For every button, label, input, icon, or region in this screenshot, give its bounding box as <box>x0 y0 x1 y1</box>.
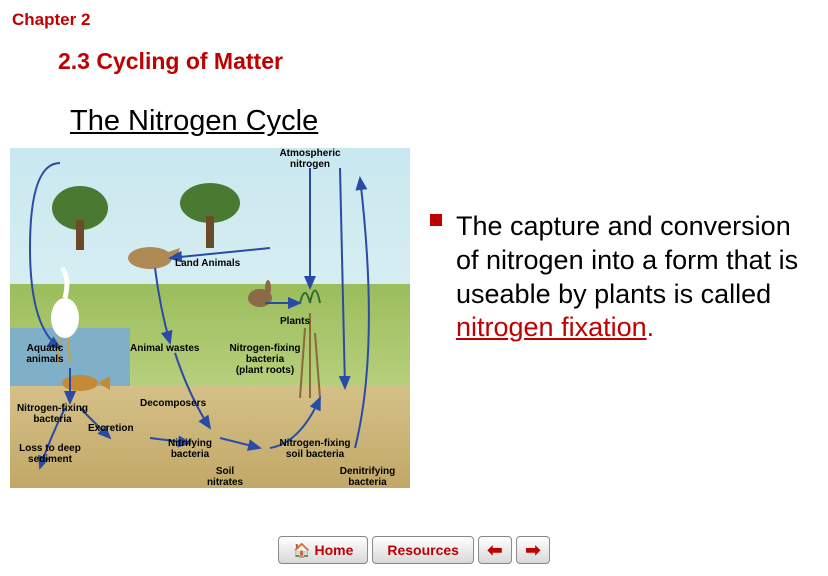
home-icon: 🏠 <box>293 542 310 559</box>
label-denitrifying: Denitrifyingbacteria <box>330 466 405 488</box>
nav-bar: 🏠 Home Resources ⬅ ➡ <box>278 536 550 564</box>
label-nfix-bacteria: Nitrogen-fixingbacteria <box>10 403 95 425</box>
diagram-svg <box>10 148 410 488</box>
chapter-label: Chapter 2 <box>12 10 90 30</box>
label-soil-nitrates: Soilnitrates <box>200 466 250 488</box>
label-land-animals: Land Animals <box>175 258 240 269</box>
home-label: Home <box>314 542 353 558</box>
home-button[interactable]: 🏠 Home <box>278 536 368 564</box>
label-decomposers: Decomposers <box>140 398 206 409</box>
label-animal-wastes: Animal wastes <box>130 343 199 354</box>
bullet-post: . <box>647 312 655 342</box>
label-nfix-soil: Nitrogen-fixingsoil bacteria <box>270 438 360 460</box>
label-nfix-roots: Nitrogen-fixingbacteria(plant roots) <box>220 343 310 376</box>
next-button[interactable]: ➡ <box>516 536 550 564</box>
label-excretion: Excretion <box>88 423 134 434</box>
bullet-term: nitrogen fixation <box>456 312 647 342</box>
label-nitrifying: Nitrifyingbacteria <box>160 438 220 460</box>
bullet-block: The capture and conversion of nitrogen i… <box>430 210 810 345</box>
prev-button[interactable]: ⬅ <box>478 536 512 564</box>
section-label: 2.3 Cycling of Matter <box>58 48 283 75</box>
bullet-pre: The capture and conversion of nitrogen i… <box>456 211 798 309</box>
bullet-square-icon <box>430 214 442 226</box>
resources-button[interactable]: Resources <box>372 536 474 564</box>
bullet-text: The capture and conversion of nitrogen i… <box>456 210 810 345</box>
nitrogen-cycle-diagram: Atmosphericnitrogen Land Animals Aquatic… <box>10 148 410 488</box>
label-loss: Loss to deepsediment <box>10 443 90 465</box>
slide-title: The Nitrogen Cycle <box>70 105 318 138</box>
label-plants: Plants <box>280 316 310 327</box>
label-aquatic-animals: Aquaticanimals <box>15 343 75 365</box>
label-atmospheric-nitrogen: Atmosphericnitrogen <box>265 148 355 170</box>
arrow-left-icon: ⬅ <box>487 540 502 561</box>
arrow-right-icon: ➡ <box>525 540 540 561</box>
